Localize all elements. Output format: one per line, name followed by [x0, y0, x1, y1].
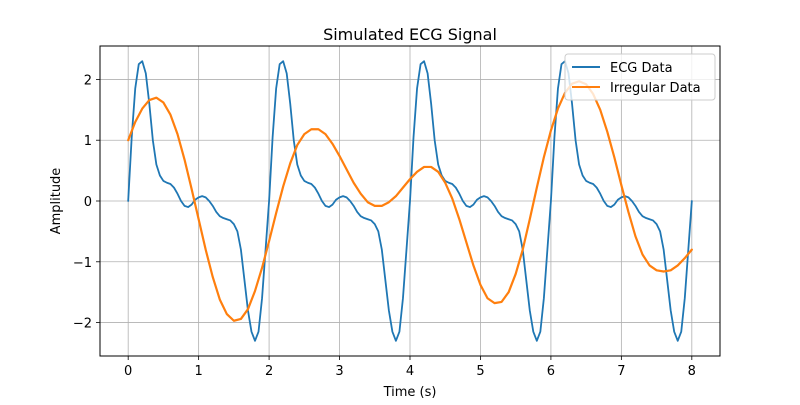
- legend-label-irregular: Irregular Data: [610, 81, 701, 96]
- series-layer: [127, 60, 693, 342]
- x-tick-label: 3: [335, 364, 343, 379]
- plot-frame: [99, 45, 721, 357]
- x-tick-label: 5: [476, 364, 484, 379]
- irregular-data-line: [127, 80, 693, 322]
- y-tick-label: 0: [84, 195, 92, 210]
- x-tick-label: 2: [265, 364, 273, 379]
- x-tick-label: 6: [547, 364, 555, 379]
- x-tick-label: 4: [406, 364, 414, 379]
- y-tick-label: 2: [84, 73, 92, 88]
- x-tick-label: 0: [124, 364, 132, 379]
- chart-title: Simulated ECG Signal: [323, 25, 497, 44]
- legend: ECG Data Irregular Data: [564, 53, 716, 101]
- y-axis-label: Amplitude: [49, 168, 64, 235]
- x-axis-label: Time (s): [383, 385, 437, 400]
- x-tick-label: 7: [617, 364, 625, 379]
- ticks-layer: 0 1 2 3 4 5 6 7 8 −2 −1 0 1 2: [73, 73, 696, 379]
- ecg-data-line: [127, 60, 693, 342]
- x-tick-label: 8: [688, 364, 696, 379]
- y-tick-label: −1: [73, 256, 92, 271]
- y-tick-label: 1: [84, 134, 92, 149]
- legend-label-ecg: ECG Data: [610, 61, 673, 76]
- legend-box: [564, 53, 716, 101]
- x-tick-label: 1: [194, 364, 202, 379]
- y-tick-label: −2: [73, 317, 92, 332]
